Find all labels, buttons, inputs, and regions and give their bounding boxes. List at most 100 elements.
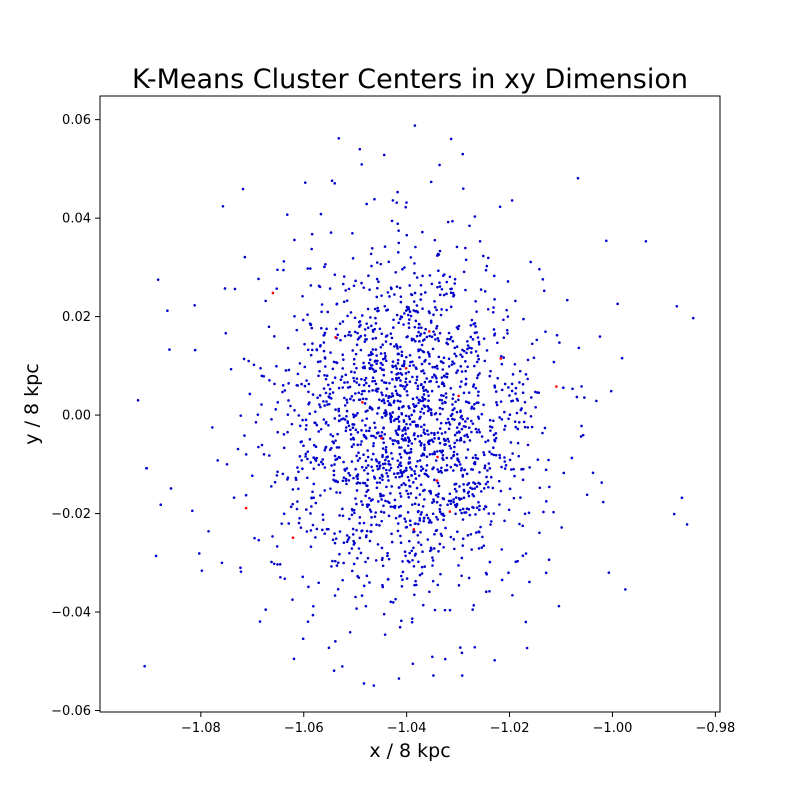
- data-point: [406, 444, 410, 447]
- data-point: [422, 389, 426, 393]
- data-point: [477, 357, 481, 361]
- data-point: [290, 422, 294, 426]
- data-point: [382, 426, 385, 429]
- data-point: [494, 436, 498, 440]
- data-point: [356, 556, 359, 560]
- data-point: [374, 389, 378, 392]
- data-point: [548, 485, 551, 489]
- data-point: [408, 456, 411, 460]
- data-point: [221, 205, 225, 208]
- data-point: [367, 503, 371, 507]
- data-point: [518, 381, 521, 384]
- data-point: [446, 220, 450, 224]
- data-point: [359, 551, 363, 555]
- data-point: [513, 474, 516, 478]
- data-point: [398, 452, 402, 456]
- data-point: [381, 453, 384, 457]
- data-point: [500, 354, 503, 358]
- data-point: [378, 460, 381, 464]
- data-point: [414, 579, 417, 583]
- data-point: [244, 453, 248, 456]
- data-point: [305, 530, 309, 533]
- data-point: [464, 288, 467, 292]
- data-point: [401, 267, 404, 271]
- data-point: [420, 369, 423, 373]
- data-point: [452, 450, 456, 454]
- data-point: [438, 412, 442, 416]
- data-point: [350, 513, 354, 517]
- data-point: [355, 489, 359, 492]
- data-point: [298, 455, 302, 458]
- data-point: [260, 403, 263, 406]
- data-point: [310, 247, 313, 251]
- data-point: [382, 441, 385, 445]
- data-point: [464, 382, 468, 386]
- data-point: [341, 282, 345, 286]
- data-point: [337, 409, 341, 413]
- data-point: [437, 355, 441, 359]
- data-point: [404, 377, 408, 380]
- data-point: [352, 443, 356, 446]
- x-tick-label: −1.00: [593, 721, 633, 736]
- data-point: [473, 215, 477, 218]
- data-point: [359, 443, 363, 446]
- data-point: [216, 459, 220, 462]
- data-point: [476, 373, 480, 377]
- data-point: [302, 444, 305, 448]
- data-point: [644, 239, 648, 243]
- data-point: [447, 427, 451, 431]
- data-point: [438, 542, 442, 546]
- data-point: [333, 594, 337, 597]
- data-point: [446, 342, 450, 346]
- data-point: [311, 613, 315, 617]
- data-point: [361, 419, 364, 422]
- data-point: [450, 456, 453, 460]
- data-point: [422, 393, 426, 396]
- data-point: [239, 570, 243, 573]
- data-point: [474, 325, 477, 328]
- data-point: [510, 389, 514, 393]
- data-point: [433, 437, 436, 440]
- data-point: [541, 431, 544, 435]
- data-point: [435, 364, 439, 368]
- data-point: [405, 355, 408, 359]
- data-point: [486, 256, 490, 260]
- data-point: [513, 362, 517, 366]
- data-point: [412, 300, 416, 303]
- data-point: [370, 523, 373, 527]
- data-point: [434, 338, 437, 341]
- data-point: [443, 431, 447, 434]
- data-point: [283, 389, 287, 392]
- data-point: [323, 532, 327, 535]
- data-point: [436, 468, 439, 471]
- data-point: [461, 518, 465, 521]
- data-point: [483, 290, 487, 293]
- data-point: [433, 608, 437, 612]
- data-point: [470, 467, 473, 471]
- data-point: [296, 372, 300, 376]
- data-point: [675, 304, 679, 308]
- data-point: [440, 471, 444, 474]
- data-point: [193, 348, 197, 352]
- data-point: [289, 404, 292, 408]
- data-point: [440, 466, 443, 470]
- data-point: [438, 293, 442, 297]
- data-point: [537, 391, 541, 394]
- data-point: [390, 392, 394, 395]
- data-point: [322, 387, 326, 390]
- data-point: [508, 394, 511, 397]
- data-point: [366, 449, 369, 452]
- data-point: [355, 454, 358, 458]
- data-point: [414, 522, 417, 525]
- data-point: [391, 394, 395, 398]
- data-point: [316, 360, 320, 364]
- data-point: [356, 459, 360, 462]
- data-point: [301, 467, 304, 471]
- data-point: [417, 541, 420, 544]
- data-point: [426, 351, 430, 354]
- data-point: [366, 488, 370, 492]
- data-point: [445, 308, 448, 312]
- data-point: [409, 450, 413, 454]
- data-point: [380, 473, 384, 477]
- data-point: [422, 452, 425, 456]
